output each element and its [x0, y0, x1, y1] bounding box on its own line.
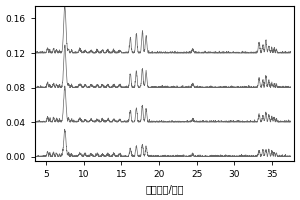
X-axis label: 保留时间/分钟: 保留时间/分钟	[145, 184, 184, 194]
